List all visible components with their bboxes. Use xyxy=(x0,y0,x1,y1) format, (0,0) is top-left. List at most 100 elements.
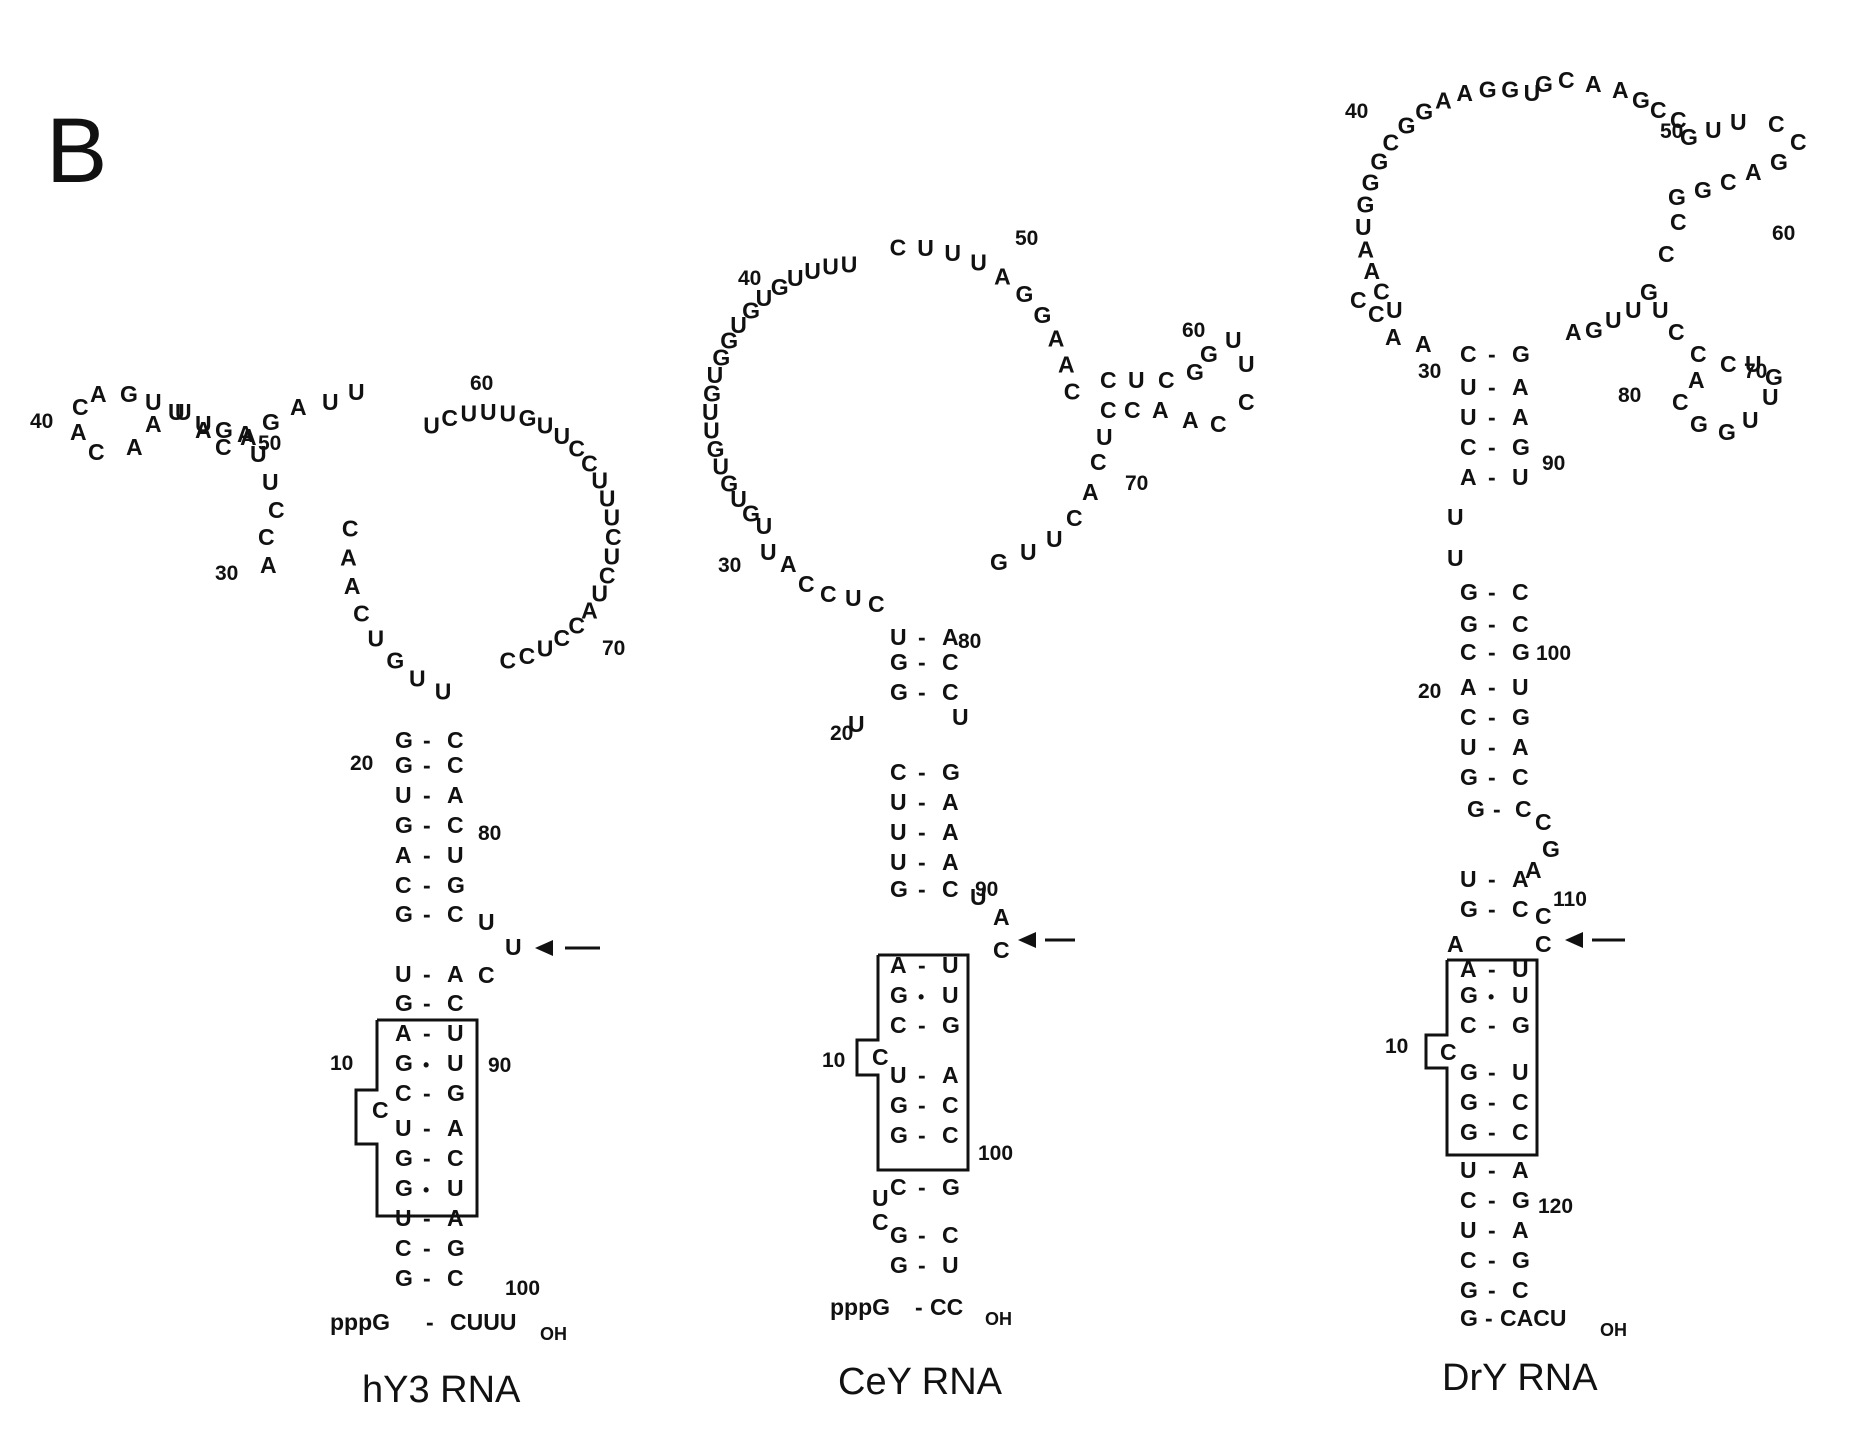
base-pair-right: G xyxy=(942,1012,960,1038)
loop-nucleotide: U xyxy=(1046,526,1063,552)
nucleotide: C xyxy=(872,1044,889,1070)
base-pair-left: U xyxy=(890,819,907,845)
loop-nucleotide: U xyxy=(553,423,570,449)
pair-bond: - xyxy=(423,901,431,927)
base-pair-right: A xyxy=(942,789,959,815)
base-pair-left: C xyxy=(395,1080,412,1106)
nucleotide: A xyxy=(1525,857,1542,883)
loop-nucleotide: A xyxy=(1745,159,1762,185)
loop-nucleotide: C xyxy=(890,234,907,260)
loop-nucleotide: G xyxy=(1694,177,1712,203)
nucleotide: C xyxy=(1535,903,1552,929)
pair-bond: - xyxy=(423,752,431,778)
loop-nucleotide: G xyxy=(742,500,760,526)
base-pair-left: U xyxy=(890,789,907,815)
loop-nucleotide: C xyxy=(1090,449,1107,475)
nucleotide: C xyxy=(1440,1039,1457,1065)
loop-nucleotide: U xyxy=(703,418,720,444)
base-pair-right: C xyxy=(447,1265,464,1291)
loop-nucleotide: C xyxy=(268,497,285,523)
nucleotide: U xyxy=(848,711,865,737)
pair-bond: - xyxy=(918,819,926,845)
position-number: 70 xyxy=(1125,472,1148,495)
base-pair-left: C xyxy=(1460,434,1477,460)
highlight-box-dry xyxy=(1424,958,1539,1157)
loop-nucleotide: C xyxy=(1100,367,1117,393)
pair-bond: - xyxy=(1488,956,1496,982)
base-pair-right: G xyxy=(1512,704,1530,730)
loop-nucleotide: A xyxy=(780,551,797,577)
nucleotide: C xyxy=(372,1097,389,1123)
base-pair-right: G xyxy=(1512,1247,1530,1273)
structure-label-hy3: hY3 RNA xyxy=(362,1369,521,1411)
nucleotide: U xyxy=(952,704,969,730)
pair-bond: - xyxy=(423,812,431,838)
loop-nucleotide: A xyxy=(1058,351,1075,377)
pair-bond: - xyxy=(1488,1187,1496,1213)
loop-nucleotide: A xyxy=(1585,71,1602,97)
loop-nucleotide: G xyxy=(1765,364,1783,390)
position-number: 40 xyxy=(1345,100,1368,123)
base-pair-left: G xyxy=(890,1252,908,1278)
base-pair-left: U xyxy=(890,849,907,875)
loop-nucleotide: C xyxy=(820,581,837,607)
base-pair-right: A xyxy=(1512,866,1529,892)
loop-nucleotide: C xyxy=(1720,169,1737,195)
base-pair-left: G xyxy=(1460,1089,1478,1115)
base-pair-left: C xyxy=(1460,1247,1477,1273)
base-pair-right: A xyxy=(1512,1217,1529,1243)
pair-bond: - xyxy=(915,1294,923,1320)
base-pair-left: C xyxy=(890,759,907,785)
pair-bond: - xyxy=(423,1020,431,1046)
loop-nucleotide: C xyxy=(1238,389,1255,415)
loop-nucleotide: U xyxy=(1355,214,1372,240)
loop-nucleotide: C xyxy=(798,571,815,597)
base-pair-right: G xyxy=(447,1235,465,1261)
position-number: 40 xyxy=(738,267,761,290)
base-pair-right: A xyxy=(942,624,959,650)
pair-bond: - xyxy=(918,679,926,705)
loop-nucleotide: G xyxy=(1186,359,1204,385)
base-pair-right: C xyxy=(1512,896,1529,922)
loop-nucleotide: U xyxy=(1742,407,1759,433)
structure-label-cey: CeY RNA xyxy=(838,1361,1003,1403)
pair-bond: - xyxy=(1488,866,1496,892)
base-pair-left: G xyxy=(890,1222,908,1248)
base-pair-left: G xyxy=(395,1175,413,1201)
nucleotide: U xyxy=(1447,545,1464,571)
base-pair-right: U xyxy=(1512,982,1529,1008)
base-pair-left: C xyxy=(1460,639,1477,665)
base-pair-left: G xyxy=(890,876,908,902)
loop-nucleotide: G xyxy=(1479,76,1497,102)
loop-nucleotide: A xyxy=(994,264,1011,290)
base-pair-right: C xyxy=(942,1222,959,1248)
loop-nucleotide: G xyxy=(1501,76,1519,102)
loop-nucleotide: U xyxy=(787,265,804,291)
pair-bond: • xyxy=(423,1055,429,1075)
loop-nucleotide: C xyxy=(1064,378,1081,404)
pair-bond: - xyxy=(423,1235,431,1261)
loop-nucleotide: A xyxy=(1152,397,1169,423)
base-pair-left: A xyxy=(1460,956,1477,982)
loop-nucleotide: G xyxy=(1535,71,1553,97)
base-pair-left: U xyxy=(890,1062,907,1088)
base-pair-right: G xyxy=(1512,639,1530,665)
loop-nucleotide: A xyxy=(1363,258,1380,284)
base-pair-right: U xyxy=(942,952,959,978)
loop-nucleotide: G xyxy=(1640,279,1658,305)
base-pair-right: C xyxy=(447,752,464,778)
loop-nucleotide: U xyxy=(756,285,773,311)
base-pair-right: C xyxy=(942,649,959,675)
base-pair-left: U xyxy=(1460,1217,1477,1243)
pair-bond: - xyxy=(1488,674,1496,700)
three-prime-end: CACU xyxy=(1500,1305,1566,1331)
base-pair-right: U xyxy=(1512,956,1529,982)
base-pair-right: U xyxy=(942,1252,959,1278)
pair-bond: - xyxy=(423,1265,431,1291)
loop-nucleotide: A xyxy=(1456,80,1473,106)
base-pair-right: A xyxy=(1512,1157,1529,1183)
loop-nucleotide: C xyxy=(1158,367,1175,393)
loop-nucleotide: C xyxy=(1124,397,1141,423)
loop-nucleotide: U xyxy=(435,678,452,704)
